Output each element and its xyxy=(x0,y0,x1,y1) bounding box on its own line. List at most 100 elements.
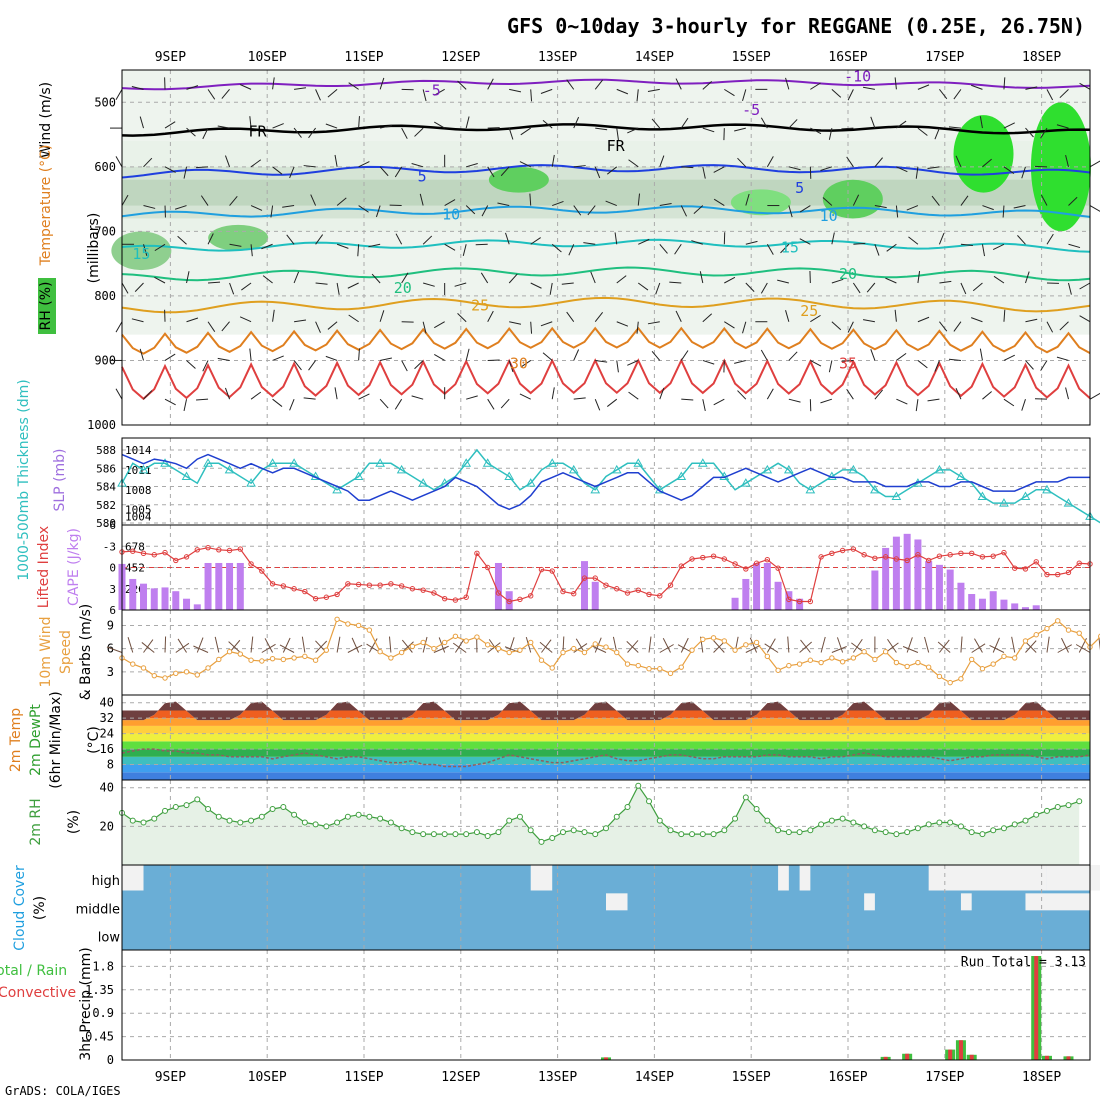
slp-marker xyxy=(805,484,816,494)
cape-bar xyxy=(796,598,804,610)
li-tick-label: 0 xyxy=(109,562,116,575)
wind-barb xyxy=(358,393,370,400)
wind-barb xyxy=(766,244,774,255)
wind-barb xyxy=(636,321,639,334)
temp-band xyxy=(122,725,1090,734)
cape-bar xyxy=(150,588,158,610)
isotherm-line xyxy=(121,123,1091,137)
wind-speed-marker xyxy=(216,656,222,663)
wind-barb xyxy=(139,348,144,361)
wind-barb xyxy=(853,242,866,245)
wind-barb xyxy=(680,117,689,129)
wind-barb xyxy=(121,194,129,206)
wind-barb xyxy=(347,282,359,289)
wind-barb xyxy=(896,120,907,129)
wind-barb xyxy=(852,194,860,206)
rh-marker xyxy=(205,805,212,812)
wind-barb xyxy=(659,387,665,400)
cape-bar xyxy=(903,533,911,610)
wind-barb xyxy=(551,243,562,253)
cape-bar xyxy=(140,583,148,610)
wind-speed-marker xyxy=(635,662,641,669)
cape-bar xyxy=(946,569,954,610)
li-marker xyxy=(786,596,792,603)
li-marker xyxy=(151,552,157,558)
cape-bar xyxy=(1011,603,1019,610)
wind-barb xyxy=(348,82,359,90)
wind-barb xyxy=(315,282,328,285)
wind-barb xyxy=(401,127,408,139)
wind-barb xyxy=(1003,166,1015,174)
thickness-line xyxy=(121,453,1090,511)
surface-wind-barb xyxy=(939,639,950,653)
wind-barb xyxy=(1059,89,1069,99)
wind-speed-marker xyxy=(484,642,491,648)
surface-wind-barb xyxy=(745,645,761,653)
li-marker xyxy=(581,575,588,581)
cloud-clear-high xyxy=(928,865,1047,891)
isotherm-label: 10 xyxy=(442,206,460,224)
wind-barb xyxy=(375,205,381,218)
rh-area xyxy=(122,785,1080,865)
time-label-bottom: 16SEP xyxy=(828,1070,867,1085)
wind-speed-marker xyxy=(226,649,233,655)
wind-barb xyxy=(1040,360,1048,371)
wind-speed-marker xyxy=(463,638,469,644)
wind-barb xyxy=(917,127,928,136)
wind-side-label: Wind (m/s) xyxy=(38,82,54,158)
wind-barb xyxy=(568,244,575,256)
cape-bar xyxy=(580,561,588,610)
wind-speed-marker xyxy=(850,655,857,661)
wind-speed-marker xyxy=(452,633,459,639)
surface-wind-barb xyxy=(351,637,360,653)
li-marker xyxy=(1001,549,1007,556)
precip-tick-label: 0.45 xyxy=(85,1030,114,1044)
slp-marker xyxy=(525,478,536,487)
li-marker xyxy=(259,568,265,574)
li-marker xyxy=(850,546,857,552)
wind-barb xyxy=(465,116,470,129)
wind-speed-marker xyxy=(312,657,319,663)
wind-barb xyxy=(822,197,833,206)
pressure-tick-label: 1000 xyxy=(87,418,116,432)
surface-wind-barb xyxy=(1046,636,1050,653)
wind-speed-marker xyxy=(549,665,555,671)
temp-band xyxy=(122,764,1090,773)
li-marker xyxy=(657,593,663,599)
wind-barb xyxy=(401,360,408,372)
wind-barb xyxy=(1025,127,1034,138)
temp-axis-title-c: (6hr Min/Max) xyxy=(48,691,64,788)
rh-marker xyxy=(775,827,782,834)
surface-wind-barb xyxy=(368,638,378,653)
rh-marker xyxy=(850,819,857,826)
li-marker xyxy=(484,564,491,571)
wind-speed-marker xyxy=(657,666,663,672)
rh-marker xyxy=(570,827,577,834)
wind-barb xyxy=(870,116,876,129)
wind-speed-marker xyxy=(140,665,147,671)
slp-marker xyxy=(568,464,579,474)
surface-wind-barb xyxy=(127,637,134,653)
precip-conv-bar xyxy=(905,1053,910,1060)
surface-wind-barb xyxy=(401,639,413,653)
wind-barb xyxy=(1079,315,1091,323)
wind-barb xyxy=(979,116,983,129)
wind-barb xyxy=(659,202,672,207)
wind-barb xyxy=(549,282,553,295)
rh-marker xyxy=(140,819,147,826)
temp-max-cap xyxy=(122,701,1090,723)
li-marker xyxy=(517,596,523,603)
time-label-bottom: 14SEP xyxy=(635,1070,674,1085)
surface-wind-barb xyxy=(196,637,204,653)
wind-barb xyxy=(186,127,196,137)
rh-marker xyxy=(828,817,835,824)
cloud-clear-high xyxy=(122,865,144,891)
time-label-top: 16SEP xyxy=(828,50,867,65)
cape-bar xyxy=(494,562,502,610)
slp-marker xyxy=(353,471,364,481)
slp-marker xyxy=(977,491,988,500)
wind-speed-marker xyxy=(1076,630,1082,636)
wind-barb xyxy=(841,359,854,362)
wind-barb xyxy=(143,157,153,168)
rh-core xyxy=(208,224,269,251)
